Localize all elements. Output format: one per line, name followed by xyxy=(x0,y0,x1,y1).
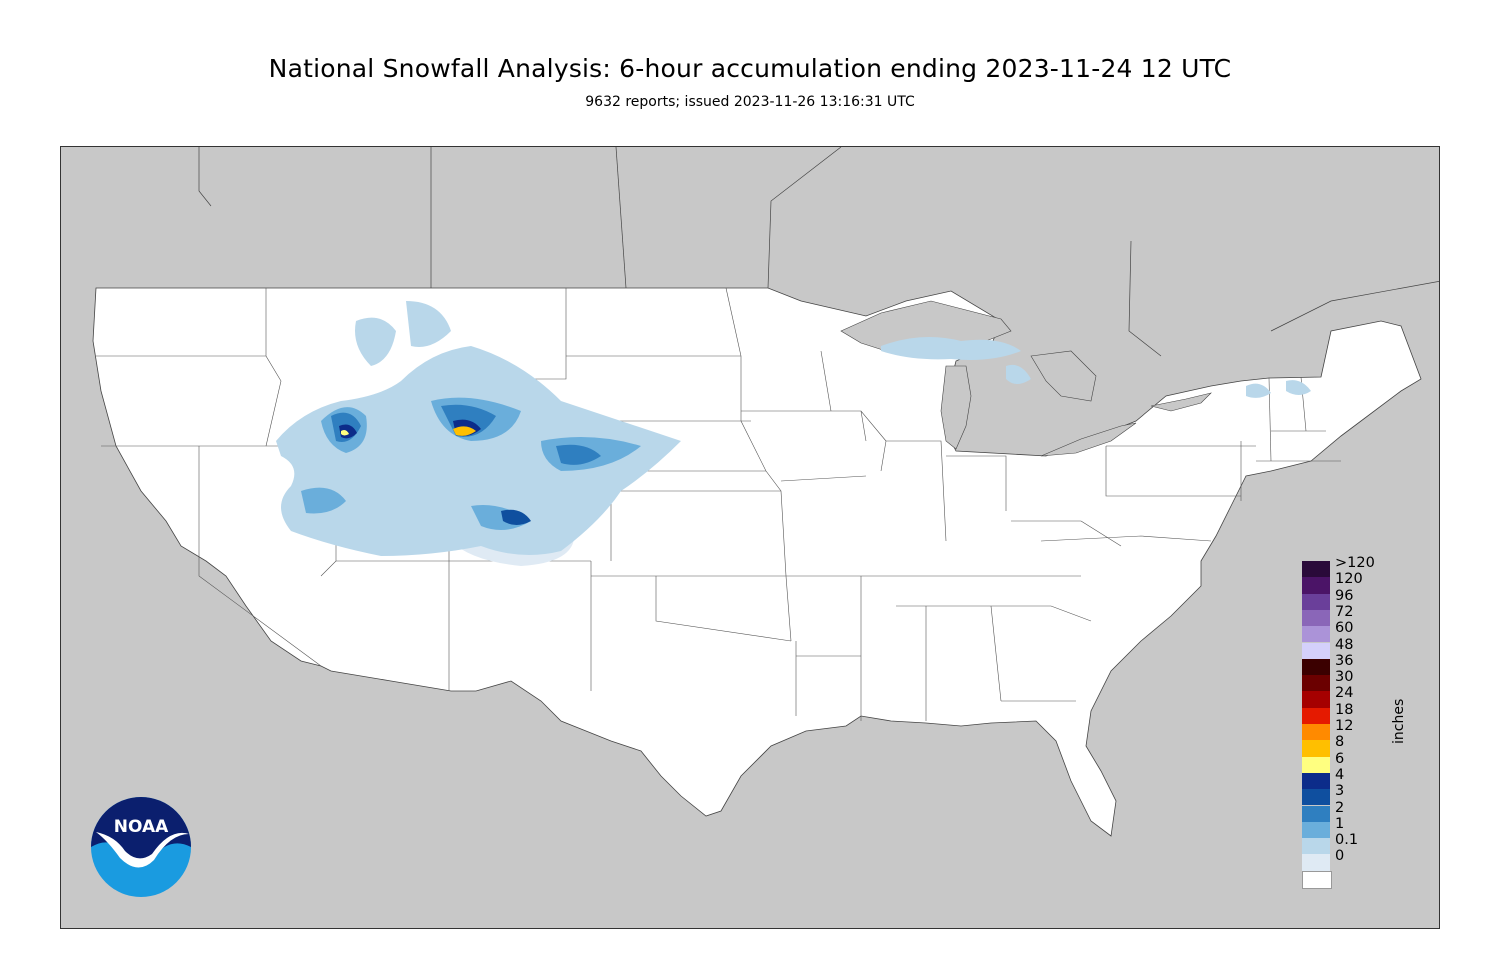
map-title: National Snowfall Analysis: 6-hour accum… xyxy=(268,54,1232,83)
legend-swatch xyxy=(1302,756,1330,773)
conus-landmass xyxy=(92,287,1422,837)
legend-swatch xyxy=(1302,561,1330,578)
snowfall-map xyxy=(60,146,1440,929)
legend-label: 30 xyxy=(1335,669,1354,686)
legend-label: 120 xyxy=(1335,571,1363,588)
legend-label: 60 xyxy=(1335,620,1354,637)
map-svg xyxy=(92,147,1439,837)
legend-swatch xyxy=(1302,609,1330,627)
legend-label: 2 xyxy=(1335,799,1345,816)
legend-label: >120 xyxy=(1335,555,1375,571)
legend-swatch xyxy=(1302,724,1330,741)
legend-label: 3 xyxy=(1335,783,1345,800)
legend-label: 24 xyxy=(1335,685,1354,702)
legend-label: 18 xyxy=(1335,701,1354,718)
legend-swatch xyxy=(1302,740,1330,757)
lake-erie xyxy=(1040,422,1137,457)
legend-swatch xyxy=(1302,870,1332,889)
legend-swatch xyxy=(1302,691,1330,708)
lake-michigan xyxy=(940,365,972,450)
legend-label: 72 xyxy=(1335,603,1354,620)
lake-ontario xyxy=(1150,392,1212,412)
legend-label: 4 xyxy=(1335,766,1345,783)
legend-label: 12 xyxy=(1335,718,1354,734)
legend-swatch xyxy=(1302,789,1330,806)
legend-swatch xyxy=(1302,626,1330,643)
legend-label: 48 xyxy=(1335,636,1354,653)
legend-swatch xyxy=(1302,675,1330,692)
legend-swatch xyxy=(1302,838,1330,855)
legend-label: 0 xyxy=(1335,848,1345,865)
country-borders xyxy=(198,147,1439,357)
lake-huron xyxy=(1030,350,1097,402)
noaa-logo: NOAA xyxy=(91,797,191,897)
legend-swatch xyxy=(1302,658,1330,676)
snowfall-overlay xyxy=(276,301,1311,566)
legend-label: 1 xyxy=(1335,815,1345,832)
legend-swatch xyxy=(1302,805,1330,822)
legend-swatch xyxy=(1302,593,1330,610)
legend-swatch xyxy=(1302,642,1330,659)
map-subtitle: 9632 reports; issued 2023-11-26 13:16:31… xyxy=(585,94,915,110)
legend-label: 8 xyxy=(1335,734,1345,751)
legend-swatch xyxy=(1302,821,1330,839)
logo-text: NOAA xyxy=(114,817,169,837)
legend-swatch xyxy=(1302,772,1330,790)
legend-label: 96 xyxy=(1335,587,1354,604)
legend-label: 6 xyxy=(1335,750,1345,767)
legend-swatch xyxy=(1302,577,1330,594)
legend-label: 36 xyxy=(1335,652,1354,669)
legend-unit-label: inches xyxy=(1391,698,1407,744)
legend-swatch xyxy=(1302,854,1330,871)
legend-swatch xyxy=(1302,707,1330,724)
legend-label: 0.1 xyxy=(1335,832,1359,849)
